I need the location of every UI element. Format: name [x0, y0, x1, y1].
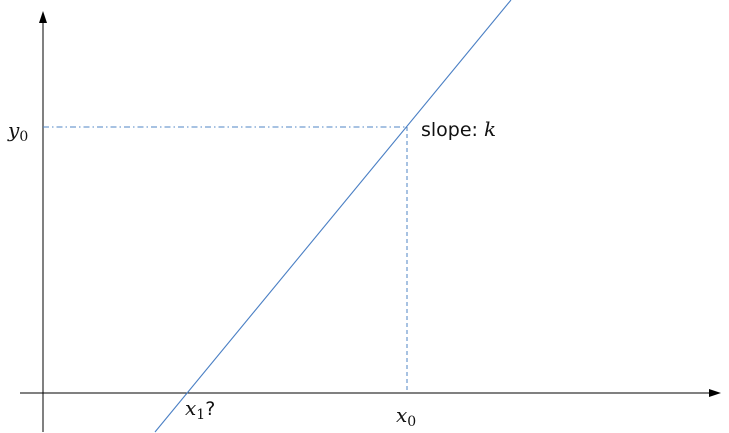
y-axis-arrowhead	[39, 11, 47, 23]
slope-label: slope: k	[421, 117, 496, 141]
x0-label: x0	[396, 403, 416, 430]
x1-label: x1?	[185, 396, 215, 423]
y0-label: y0	[7, 118, 28, 145]
x-axis-arrowhead	[709, 389, 721, 397]
tangent-line	[154, 0, 512, 433]
